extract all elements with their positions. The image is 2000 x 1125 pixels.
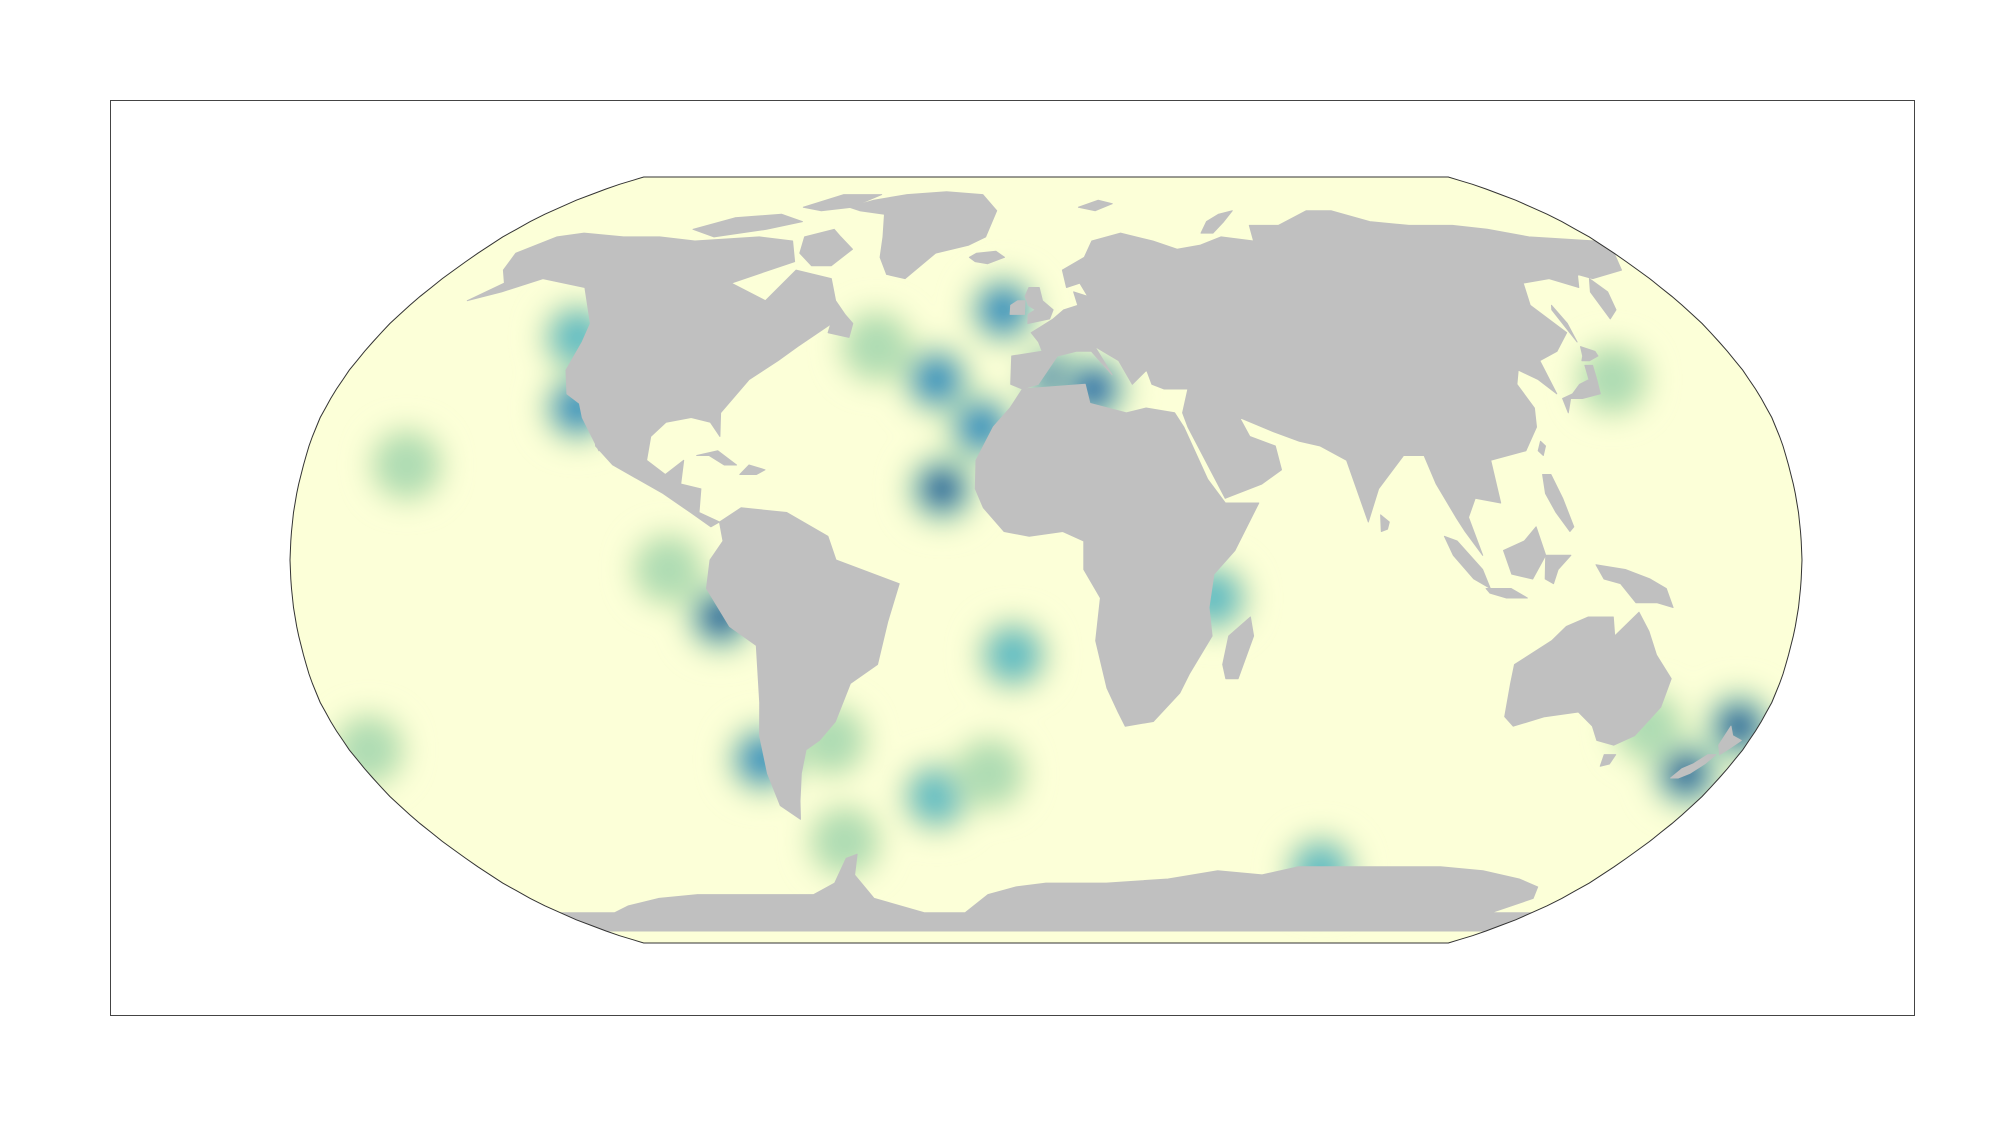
land-iceland	[968, 250, 1005, 265]
land-kamchatka	[1588, 278, 1617, 320]
land-antarctica	[560, 853, 1539, 932]
hotspot-south-atlantic-1	[909, 769, 964, 824]
hotspot-north-atlantic-mid	[844, 314, 910, 380]
land-taiwan	[1537, 440, 1546, 456]
hotspot-azores	[915, 358, 959, 402]
hotspot-south-atlantic-2	[957, 740, 1022, 806]
land-svalbard	[1077, 199, 1113, 212]
land-layer	[466, 191, 1742, 932]
land-ireland	[1009, 300, 1026, 315]
land-tasmania	[1599, 754, 1617, 767]
land-sulawesi	[1544, 554, 1572, 585]
ocean-background	[290, 177, 1802, 943]
land-madagascar	[1222, 616, 1255, 680]
hotspot-galapagos	[635, 537, 701, 602]
land-south-america	[706, 507, 900, 820]
land-japan	[1562, 364, 1601, 414]
globe-outline	[289, 176, 1803, 944]
hotspot-st-helena	[986, 628, 1040, 682]
hotspot-central-atlantic-cape-verde	[931, 478, 953, 500]
map-frame	[110, 100, 1915, 1016]
land-new-guinea	[1595, 564, 1674, 608]
land-new-zealand-south-island	[1670, 754, 1717, 779]
land-hispaniola	[739, 464, 766, 475]
land-sakhalin	[1551, 304, 1578, 343]
hotspot-ireland-west	[981, 288, 1025, 332]
land-eurasia	[1010, 210, 1622, 556]
land-baffin-island	[799, 228, 853, 267]
land-uk	[1024, 287, 1054, 324]
land-new-zealand-north-island	[1718, 725, 1742, 756]
hotspot-drake-passage	[812, 808, 878, 874]
land-hokkaido	[1580, 346, 1599, 362]
land-philippines	[1542, 474, 1575, 532]
land-ellesmere	[802, 194, 883, 212]
hotspot-hawaii	[374, 432, 440, 498]
hotspot-new-zealand-north	[1728, 715, 1750, 737]
land-arctic-archipelago	[692, 213, 803, 238]
hotspot-japan-east	[1579, 347, 1645, 413]
land-north-america	[466, 232, 846, 528]
land-novaya-zemlya	[1200, 210, 1233, 234]
land-australia	[1504, 611, 1672, 746]
land-sri-lanka	[1380, 514, 1390, 532]
land-greenland	[848, 191, 998, 280]
land-cuba	[696, 450, 738, 466]
land-africa	[974, 383, 1260, 727]
land-newfoundland	[827, 313, 854, 338]
world-map	[289, 176, 1803, 944]
land-java	[1485, 588, 1528, 599]
